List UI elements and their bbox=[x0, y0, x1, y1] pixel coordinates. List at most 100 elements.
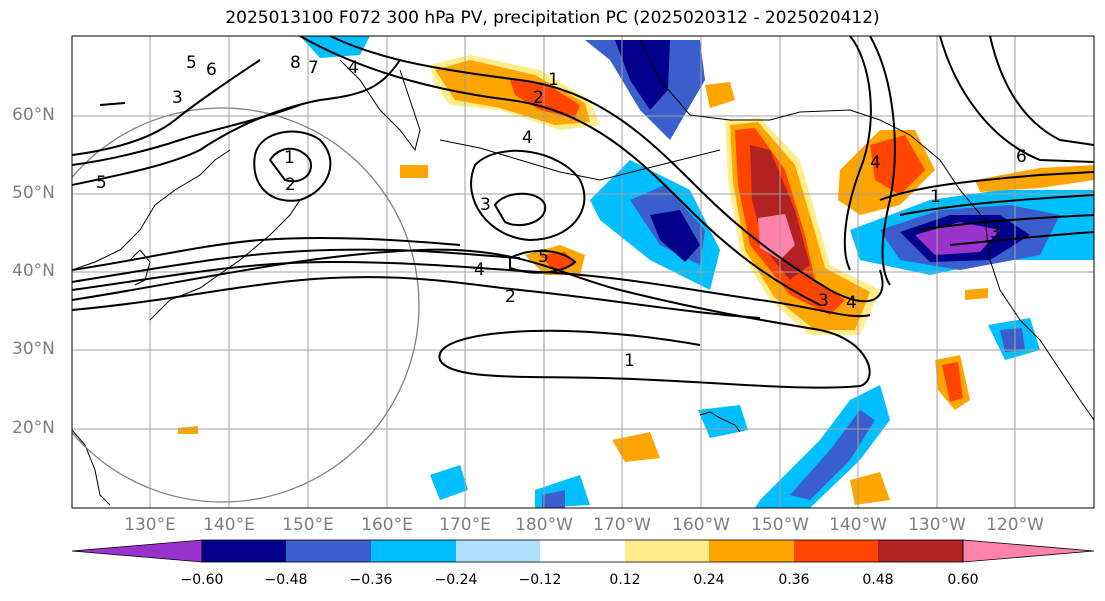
lon-label-170w: 170°W bbox=[593, 515, 651, 535]
contour-label-3: 3 bbox=[480, 195, 491, 215]
pv-contour bbox=[72, 236, 461, 271]
pv-contour bbox=[72, 248, 871, 389]
lon-label-180w: 180°W bbox=[515, 515, 573, 535]
colorbar-tick: −0.36 bbox=[349, 572, 393, 588]
colorbar-tick: 0.24 bbox=[693, 572, 725, 588]
pv-contour bbox=[470, 149, 586, 242]
map-title: 2025013100 F072 300 hPa PV, precipitatio… bbox=[225, 8, 880, 28]
pv-contour bbox=[72, 59, 261, 156]
map-frame bbox=[71, 35, 1095, 509]
colorbar-segment bbox=[371, 540, 456, 562]
pv-contours bbox=[72, 36, 1094, 389]
lon-label-150w: 150°W bbox=[751, 515, 809, 535]
pv-contour bbox=[72, 248, 521, 283]
pv-contour bbox=[99, 102, 126, 106]
coastline-aleutians bbox=[439, 139, 721, 181]
coastline-asia bbox=[72, 149, 231, 271]
contour-label-4: 4 bbox=[522, 128, 533, 148]
contour-label-2: 2 bbox=[533, 88, 544, 108]
graticule bbox=[72, 36, 1094, 508]
coastline-na-west bbox=[959, 189, 1094, 421]
colorbar-frame bbox=[201, 539, 964, 563]
contour-label-1: 1 bbox=[930, 187, 941, 207]
lon-label-140e: 140°E bbox=[203, 515, 255, 535]
precip-positive-area bbox=[612, 432, 660, 462]
colorbar bbox=[71, 539, 1095, 563]
pv-contour bbox=[869, 36, 896, 286]
contour-label-5: 5 bbox=[186, 53, 197, 73]
pv-contour bbox=[72, 260, 871, 318]
pv-contour bbox=[989, 36, 1094, 146]
lat-label-20n: 20°N bbox=[12, 418, 55, 438]
lon-label-160w: 160°W bbox=[672, 515, 730, 535]
colorbar-segment bbox=[456, 540, 540, 562]
contour-label-4: 4 bbox=[348, 58, 359, 78]
precip-positive-area bbox=[400, 165, 428, 178]
colorbar-segment bbox=[540, 540, 625, 562]
pv-contour bbox=[72, 104, 301, 166]
pv-contour bbox=[949, 231, 1094, 246]
lat-label-60n: 60°N bbox=[12, 105, 55, 125]
contour-label-3: 3 bbox=[990, 223, 1001, 243]
contour-label-8: 8 bbox=[290, 53, 301, 73]
contour-label-1: 1 bbox=[548, 70, 559, 90]
precip-negative-area bbox=[790, 410, 875, 500]
colorbar-tick: 0.36 bbox=[778, 572, 810, 588]
lat-label-40n: 40°N bbox=[12, 261, 55, 281]
contour-label-4: 4 bbox=[474, 260, 485, 280]
pv-contour bbox=[879, 171, 1094, 201]
coastline-korea bbox=[129, 249, 151, 286]
pv-contour bbox=[329, 36, 884, 303]
colorbar-segment bbox=[625, 540, 709, 562]
precip-positive-area bbox=[850, 472, 890, 505]
lon-label-120w: 120°W bbox=[986, 515, 1044, 535]
pv-contour bbox=[939, 36, 1094, 163]
colorbar-extend-high bbox=[962, 539, 1095, 563]
precip-negative-area bbox=[542, 490, 565, 508]
colorbar-tick: −0.12 bbox=[518, 572, 562, 588]
coastlines bbox=[72, 39, 1094, 506]
precip-positive-area bbox=[942, 362, 963, 402]
contour-label-2: 2 bbox=[505, 287, 516, 307]
coastline-alaska bbox=[639, 39, 961, 191]
colorbar-tick: 0.60 bbox=[947, 572, 979, 588]
pv-contour bbox=[72, 59, 401, 186]
colorbar-segment bbox=[202, 540, 286, 562]
colorbar-tick: −0.48 bbox=[264, 572, 308, 588]
colorbar-segment bbox=[709, 540, 794, 562]
coastline-hawaii bbox=[699, 411, 741, 433]
coastline-philippines bbox=[72, 429, 111, 506]
pv-contour bbox=[72, 276, 761, 319]
pv-contour bbox=[843, 36, 872, 271]
precip-positive-area bbox=[178, 426, 198, 434]
pv-contour bbox=[919, 214, 1094, 231]
lat-label-50n: 50°N bbox=[12, 183, 55, 203]
colorbar-tick: −0.60 bbox=[180, 572, 224, 588]
colorbar-segment bbox=[286, 540, 371, 562]
lon-label-160e: 160°E bbox=[361, 515, 413, 535]
lon-label-140w: 140°W bbox=[829, 515, 887, 535]
lon-label-150e: 150°E bbox=[282, 515, 334, 535]
colorbar-tick: −0.24 bbox=[434, 572, 478, 588]
contour-label-5: 5 bbox=[96, 173, 107, 193]
colorbar-extend-low bbox=[71, 539, 203, 563]
region-outline-circle bbox=[72, 107, 420, 503]
precip-negative-area bbox=[650, 210, 700, 262]
contour-label-1: 1 bbox=[284, 148, 295, 168]
coastline-kamchatka bbox=[339, 59, 421, 152]
contour-label-5: 5 bbox=[538, 247, 549, 267]
precip-negative-area bbox=[915, 222, 1000, 255]
contour-label-6: 6 bbox=[1016, 147, 1027, 167]
precip-negative-area bbox=[698, 405, 748, 438]
precip-negative-area bbox=[615, 40, 670, 110]
contour-label-7: 7 bbox=[308, 58, 319, 78]
pv-contour bbox=[899, 194, 1094, 216]
colorbar-segment bbox=[794, 540, 878, 562]
contour-label-3: 3 bbox=[818, 291, 829, 311]
lon-label-170e: 170°E bbox=[439, 515, 491, 535]
contour-label-1: 1 bbox=[624, 351, 635, 371]
lon-label-130w: 130°W bbox=[908, 515, 966, 535]
pv-contour bbox=[493, 192, 547, 227]
lat-label-30n: 30°N bbox=[12, 339, 55, 359]
precip-negative-area bbox=[430, 465, 468, 500]
